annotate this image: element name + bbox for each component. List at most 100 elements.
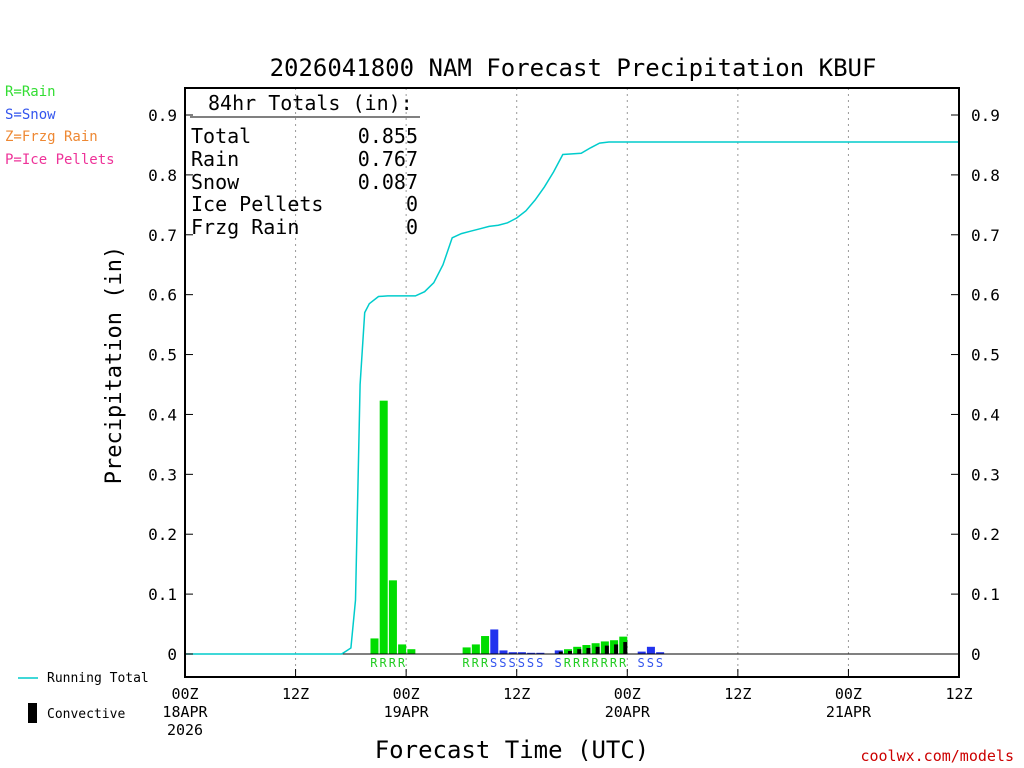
convective-bar: [604, 645, 609, 654]
running-total-line: [185, 141, 959, 655]
totals-value-snow: 0.087: [358, 170, 418, 194]
convective-legend-label: Convective: [47, 707, 125, 722]
x-tick-label: 20APR: [605, 703, 651, 721]
convective-bar: [567, 651, 572, 654]
y-tick-label-left: 0.4: [148, 405, 177, 424]
legend-snow: S=Snow: [5, 107, 56, 123]
line-legend: Running Total Convective: [18, 671, 149, 723]
precip-bars: [370, 400, 665, 654]
running-total-legend-label: Running Total: [47, 671, 149, 686]
y-tick-label-left: 0.5: [148, 346, 177, 365]
credit-text: coolwx.com/models: [860, 747, 1014, 765]
precip-bar: [656, 652, 665, 654]
precip-type-label: S: [499, 656, 506, 670]
legend-rain: R=Rain: [5, 84, 56, 100]
convective-bar: [614, 644, 619, 654]
y-tick-label-left: 0.7: [148, 226, 177, 245]
y-tick-label-left: 0.3: [148, 465, 177, 484]
precip-bar: [517, 652, 526, 654]
totals-label-snow: Snow: [191, 170, 240, 194]
precip-type-label: R: [462, 656, 470, 670]
precip-bar: [637, 651, 646, 654]
x-tick-label: 00Z: [614, 685, 641, 703]
totals-label-rain: Rain: [191, 147, 239, 171]
plot-frame: [184, 87, 960, 678]
y-axis-label: Precipitation (in): [102, 246, 127, 484]
precip-type-label: R: [379, 656, 387, 670]
y-tick-label-right: 0: [971, 645, 981, 664]
convective-bar: [623, 642, 628, 654]
y-tick-label-left: 0.6: [148, 286, 177, 305]
precip-type-label: R: [573, 656, 581, 670]
y-tick-label-right: 0.7: [971, 226, 1000, 245]
precip-type-label: R: [398, 656, 406, 670]
precip-type-label: S: [536, 656, 543, 670]
x-tick-label: 12Z: [503, 685, 530, 703]
precip-type-label: S: [527, 656, 534, 670]
precip-bar: [646, 646, 655, 654]
precip-type-label: S: [508, 656, 515, 670]
x-tick-label: 00Z: [393, 685, 420, 703]
y-tick-label-left: 0.8: [148, 166, 177, 185]
precip-type-label: R: [582, 656, 590, 670]
convective-bar: [586, 648, 591, 654]
y-axis-ticks: 0 00.1 0.10.2 0.20.3 0.30.4 0.40.5 0.50.6 0.60.…: [148, 106, 1000, 664]
convective-bar: [558, 651, 563, 654]
y-tick-label-right: 0.9: [971, 106, 1000, 125]
convective-bar: [595, 646, 600, 654]
y-tick-label-left: 0.2: [148, 525, 177, 544]
precip-type-label: R: [389, 656, 397, 670]
x-tick-label: 21APR: [826, 703, 872, 721]
precip-bar: [490, 629, 499, 654]
precip-bar: [471, 644, 480, 654]
precip-type-label: R: [564, 656, 572, 670]
precip-type-label: S: [656, 656, 663, 670]
totals-label-total: Total: [191, 124, 251, 148]
x-tick-label: 12Z: [724, 685, 751, 703]
y-tick-label-left: 0.1: [148, 585, 177, 604]
precip-bar: [508, 652, 517, 654]
precip-bar: [536, 652, 545, 654]
y-tick-label-right: 0.1: [971, 585, 1000, 604]
precip-type-label: R: [610, 656, 618, 670]
precip-bar: [407, 649, 416, 654]
precip-bar: [481, 636, 490, 654]
legend-ice-pellets: P=Ice Pellets: [5, 152, 115, 168]
precip-type-label: R: [472, 656, 480, 670]
precip-type-label: S: [555, 656, 562, 670]
x-tick-label: 18APR: [162, 703, 208, 721]
convective-bars: [558, 642, 628, 654]
legend-frzg-rain: Z=Frzg Rain: [5, 129, 98, 145]
precip-type-label: R: [370, 656, 378, 670]
precip-type-label: S: [490, 656, 497, 670]
totals-label-ice-pellets: Ice Pellets: [191, 192, 323, 216]
precip-bar: [499, 650, 508, 654]
precip-type-label: S: [637, 656, 644, 670]
precip-bar: [398, 644, 407, 654]
precip-bar: [388, 580, 397, 654]
x-tick-label: 19APR: [384, 703, 430, 721]
x-tick-label: 12Z: [945, 685, 972, 703]
y-tick-label-left: 0: [167, 645, 177, 664]
precip-type-label: R: [591, 656, 599, 670]
x-tick-label: 00Z: [171, 685, 198, 703]
totals-label-frzg-rain: Frzg Rain: [191, 215, 299, 239]
y-tick-label-right: 0.6: [971, 286, 1000, 305]
precip-bar: [379, 400, 388, 654]
y-tick-label-right: 0.8: [971, 166, 1000, 185]
x-tick-label: 2026: [167, 721, 203, 739]
totals-value-total: 0.855: [358, 124, 418, 148]
totals-header: 84hr Totals (in):: [208, 91, 413, 115]
precip-bar: [462, 647, 471, 654]
y-tick-label-right: 0.5: [971, 346, 1000, 365]
totals-box: 84hr Totals (in): Total 0.855 Rain 0.767…: [190, 91, 420, 239]
x-tick-label: 00Z: [835, 685, 862, 703]
x-gridlines: [295, 88, 849, 677]
precip-type-label: S: [518, 656, 525, 670]
precip-type-label: R: [619, 656, 627, 670]
y-tick-label-left: 0.9: [148, 106, 177, 125]
convective-bar: [577, 649, 582, 654]
y-tick-label-right: 0.2: [971, 525, 1000, 544]
